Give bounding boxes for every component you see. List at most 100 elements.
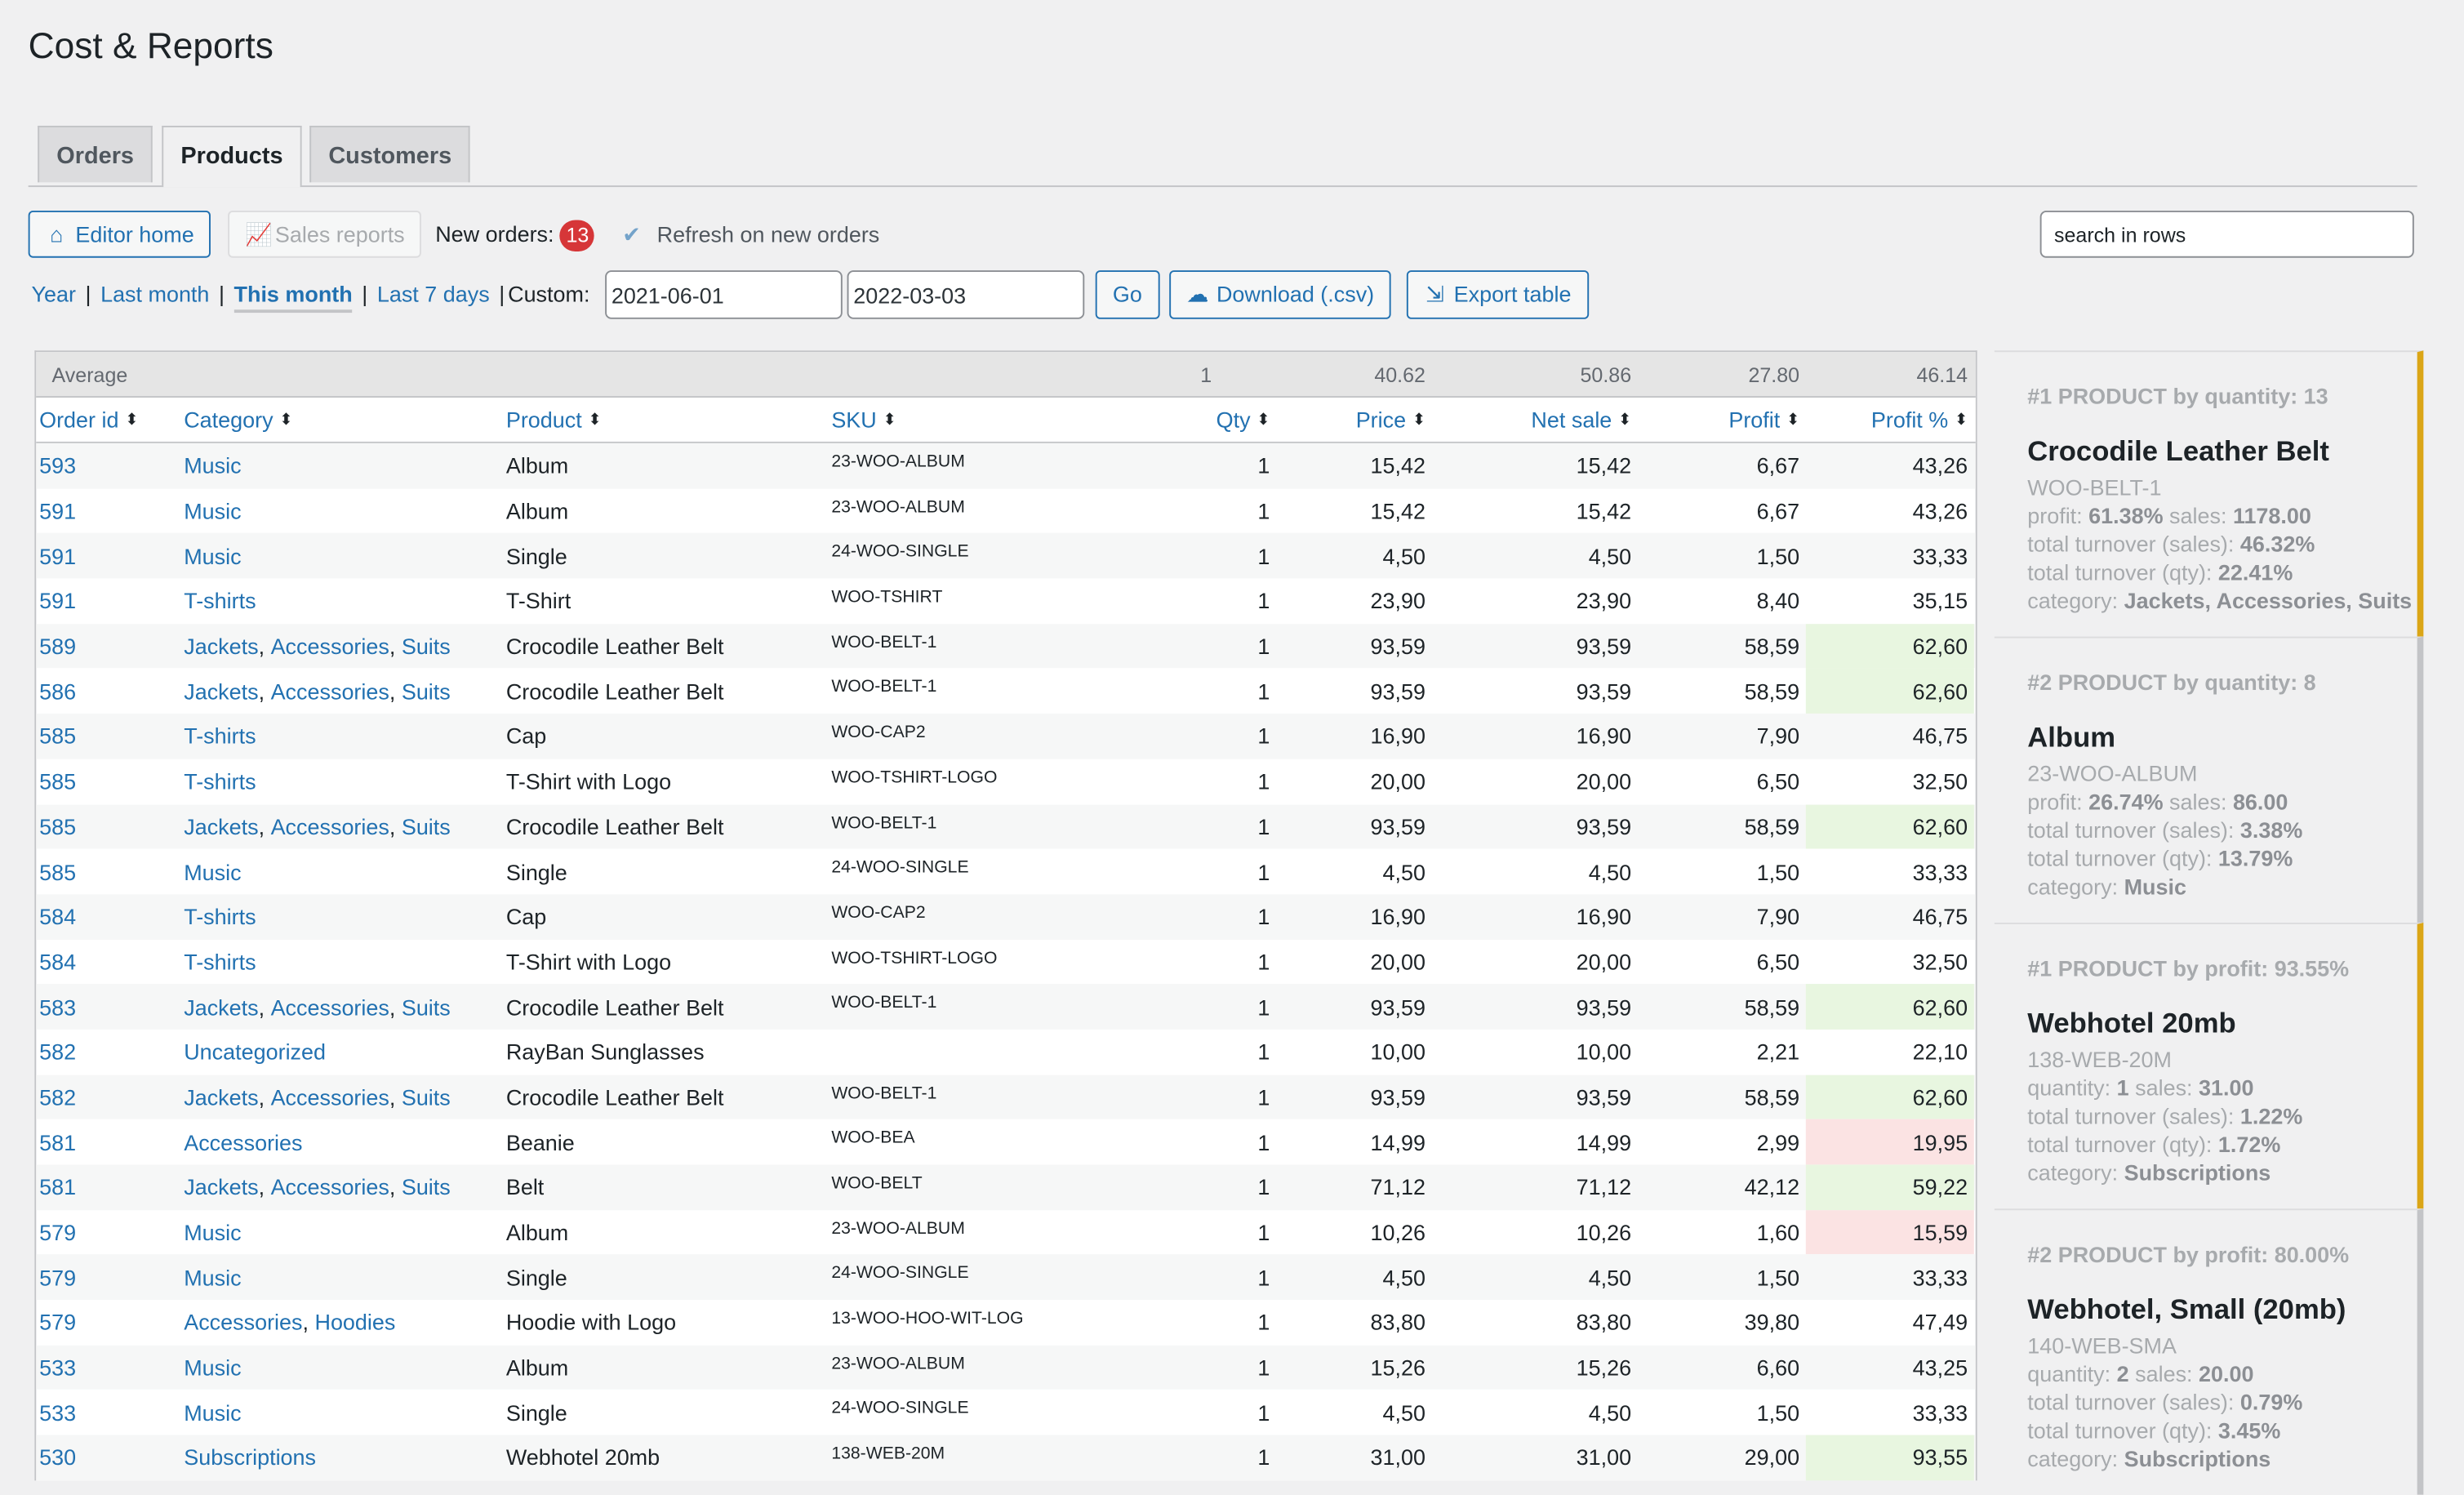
sort-icon[interactable]: ⬍ bbox=[1954, 411, 1968, 429]
category-link[interactable]: T-shirts bbox=[184, 723, 256, 750]
order-id-link[interactable]: 579 bbox=[39, 1219, 77, 1245]
category-link[interactable]: Accessories bbox=[270, 1174, 389, 1200]
tab-products[interactable]: Products bbox=[162, 126, 302, 188]
order-id-link[interactable]: 591 bbox=[39, 588, 77, 614]
category-link[interactable]: Music bbox=[184, 1219, 242, 1245]
order-id-link[interactable]: 585 bbox=[39, 813, 77, 839]
header-order-id[interactable]: Order id ⬍ bbox=[39, 398, 165, 442]
export-table-button[interactable]: ⇲ Export table bbox=[1406, 270, 1589, 319]
sort-icon[interactable]: ⬍ bbox=[1256, 411, 1270, 429]
category-link[interactable]: Suits bbox=[401, 813, 451, 839]
sort-icon[interactable]: ⬍ bbox=[279, 411, 293, 429]
editor-home-button[interactable]: ⌂ Editor home bbox=[28, 210, 211, 258]
order-id-link[interactable]: 582 bbox=[39, 1039, 77, 1065]
tab-orders[interactable]: Orders bbox=[38, 126, 153, 183]
category-link[interactable]: Jackets bbox=[184, 633, 259, 659]
header-net-sale[interactable]: Net sale ⬍ bbox=[1435, 398, 1632, 442]
category-link[interactable]: Jackets bbox=[184, 1174, 259, 1200]
range-last-month[interactable]: Last month bbox=[100, 281, 210, 307]
order-id-link[interactable]: 581 bbox=[39, 1174, 77, 1200]
date-to-input[interactable] bbox=[847, 270, 1085, 319]
sort-icon[interactable]: ⬍ bbox=[125, 411, 139, 429]
header-profit[interactable]: Profit ⬍ bbox=[1639, 398, 1799, 442]
category-link[interactable]: Accessories bbox=[270, 633, 389, 659]
range-year[interactable]: Year bbox=[31, 281, 76, 307]
order-id-link[interactable]: 530 bbox=[39, 1444, 77, 1471]
refresh-toggle[interactable]: ✔ Refresh on new orders bbox=[622, 221, 879, 248]
search-input[interactable] bbox=[2039, 210, 2414, 258]
profit-pct-cell: 46,75 bbox=[1912, 723, 1968, 750]
table-row: 591 Music Single 24-WOO-SINGLE 1 4,50 4,50 1,50… bbox=[36, 533, 1976, 579]
category-link[interactable]: Accessories bbox=[270, 679, 389, 704]
order-id-link[interactable]: 579 bbox=[39, 1310, 77, 1336]
header-profit-pct[interactable]: Profit % ⬍ bbox=[1806, 398, 1974, 442]
date-from-input[interactable] bbox=[605, 270, 843, 319]
product-cell: Belt bbox=[505, 1174, 545, 1200]
order-id-link[interactable]: 583 bbox=[39, 994, 77, 1020]
category-link[interactable]: Jackets bbox=[184, 813, 259, 839]
category-link[interactable]: Music bbox=[184, 859, 242, 884]
table-row: 581 Jackets, Accessories, Suits Belt WOO-BE… bbox=[36, 1164, 1976, 1210]
order-id-link[interactable]: 585 bbox=[39, 723, 77, 750]
category-link[interactable]: Suits bbox=[401, 1084, 451, 1110]
order-id-link[interactable]: 579 bbox=[39, 1265, 77, 1290]
tab-customers[interactable]: Customers bbox=[309, 126, 471, 183]
price-cell: 93,59 bbox=[1370, 679, 1425, 704]
go-button[interactable]: Go bbox=[1095, 270, 1160, 319]
range-last-7-days[interactable]: Last 7 days bbox=[376, 281, 490, 307]
download-csv-button[interactable]: ☁ Download (.csv) bbox=[1169, 270, 1392, 319]
sort-icon[interactable]: ⬍ bbox=[1412, 411, 1425, 429]
header-product[interactable]: Product ⬍ bbox=[506, 398, 821, 442]
category-link[interactable]: Subscriptions bbox=[184, 1444, 317, 1471]
range-this-month[interactable]: This month bbox=[234, 281, 353, 314]
order-id-link[interactable]: 586 bbox=[39, 679, 77, 704]
sort-icon[interactable]: ⬍ bbox=[588, 411, 602, 429]
category-link[interactable]: Music bbox=[184, 498, 242, 524]
order-id-link[interactable]: 589 bbox=[39, 633, 77, 659]
category-link[interactable]: T-shirts bbox=[184, 904, 256, 930]
category-link[interactable]: Accessories bbox=[184, 1129, 303, 1155]
category-link[interactable]: Uncategorized bbox=[184, 1039, 327, 1065]
header-qty[interactable]: Qty ⬍ bbox=[1136, 398, 1270, 442]
category-link[interactable]: Jackets bbox=[184, 994, 259, 1020]
order-id-link[interactable]: 585 bbox=[39, 768, 77, 794]
order-id-link[interactable]: 581 bbox=[39, 1129, 77, 1155]
category-link[interactable]: Music bbox=[184, 1355, 242, 1381]
header-sku[interactable]: SKU ⬍ bbox=[831, 398, 1145, 442]
category-link[interactable]: Suits bbox=[401, 679, 451, 704]
order-id-link[interactable]: 585 bbox=[39, 859, 77, 884]
order-id-link[interactable]: 591 bbox=[39, 498, 77, 524]
order-id-link[interactable]: 584 bbox=[39, 949, 77, 975]
category-link[interactable]: Suits bbox=[401, 633, 451, 659]
category-link[interactable]: Music bbox=[184, 1265, 242, 1290]
category-link[interactable]: Music bbox=[184, 1399, 242, 1426]
category-link[interactable]: T-shirts bbox=[184, 768, 256, 794]
sort-icon[interactable]: ⬍ bbox=[1617, 411, 1632, 429]
category-link[interactable]: Music bbox=[184, 453, 242, 478]
sort-icon[interactable]: ⬍ bbox=[883, 411, 896, 429]
order-id-link[interactable]: 593 bbox=[39, 453, 77, 478]
category-link[interactable]: Accessories bbox=[270, 994, 389, 1020]
order-id-link[interactable]: 584 bbox=[39, 904, 77, 930]
sort-icon[interactable]: ⬍ bbox=[1786, 411, 1800, 429]
header-price[interactable]: Price ⬍ bbox=[1278, 398, 1425, 442]
category-link[interactable]: Accessories bbox=[184, 1310, 303, 1336]
category-link[interactable]: Jackets bbox=[184, 679, 259, 704]
category-link[interactable]: Hoodies bbox=[314, 1310, 396, 1336]
category-link[interactable]: Accessories bbox=[270, 813, 389, 839]
order-id-link[interactable]: 582 bbox=[39, 1084, 77, 1110]
checkbox-check-icon[interactable]: ✔ bbox=[622, 221, 641, 247]
order-id-link[interactable]: 591 bbox=[39, 543, 77, 569]
range-links: Year | Last month | This month | Last 7 days | C… bbox=[31, 281, 589, 314]
category-link[interactable]: Suits bbox=[401, 1174, 451, 1200]
header-category[interactable]: Category ⬍ bbox=[184, 398, 498, 442]
category-link[interactable]: Jackets bbox=[184, 1084, 259, 1110]
order-id-link[interactable]: 533 bbox=[39, 1355, 77, 1381]
order-id-link[interactable]: 533 bbox=[39, 1399, 77, 1426]
sales-reports-button[interactable]: 📈 Sales reports bbox=[228, 210, 422, 258]
category-link[interactable]: T-shirts bbox=[184, 588, 256, 614]
category-link[interactable]: Accessories bbox=[270, 1084, 389, 1110]
category-link[interactable]: Music bbox=[184, 543, 242, 569]
category-link[interactable]: T-shirts bbox=[184, 949, 256, 975]
category-link[interactable]: Suits bbox=[401, 994, 451, 1020]
